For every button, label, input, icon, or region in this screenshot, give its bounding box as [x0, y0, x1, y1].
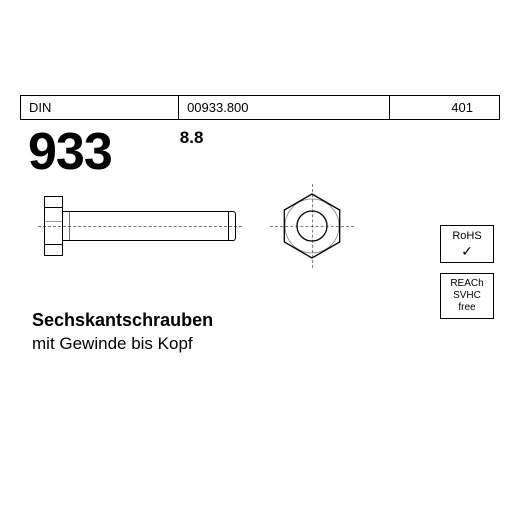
desc-line1: Sechskantschrauben: [32, 310, 500, 331]
strength-grade: 8.8: [180, 128, 204, 148]
technical-drawing: [20, 184, 500, 294]
desc-line2: mit Gewinde bis Kopf: [32, 334, 500, 354]
header-code: 401: [389, 96, 499, 120]
din-number: 933: [28, 126, 112, 178]
reach-line1: REACh: [443, 278, 491, 290]
header-standard: DIN: [21, 96, 179, 120]
check-icon: ✓: [443, 244, 491, 258]
header-table: DIN 00933.800 401: [20, 95, 500, 120]
rohs-badge: RoHS ✓: [440, 225, 494, 263]
header-partnum: 00933.800: [179, 96, 390, 120]
title-row: 933 8.8: [20, 120, 500, 182]
reach-line2: SVHC: [443, 290, 491, 302]
reach-badge: REACh SVHC free: [440, 273, 494, 319]
description: Sechskantschrauben mit Gewinde bis Kopf: [20, 294, 500, 354]
bolt-hex-end-view: [276, 190, 348, 262]
reach-line3: free: [443, 302, 491, 314]
rohs-label: RoHS: [443, 230, 491, 243]
certification-boxes: RoHS ✓ REACh SVHC free: [440, 225, 494, 329]
product-spec-card: DIN 00933.800 401 933 8.8: [20, 95, 500, 425]
